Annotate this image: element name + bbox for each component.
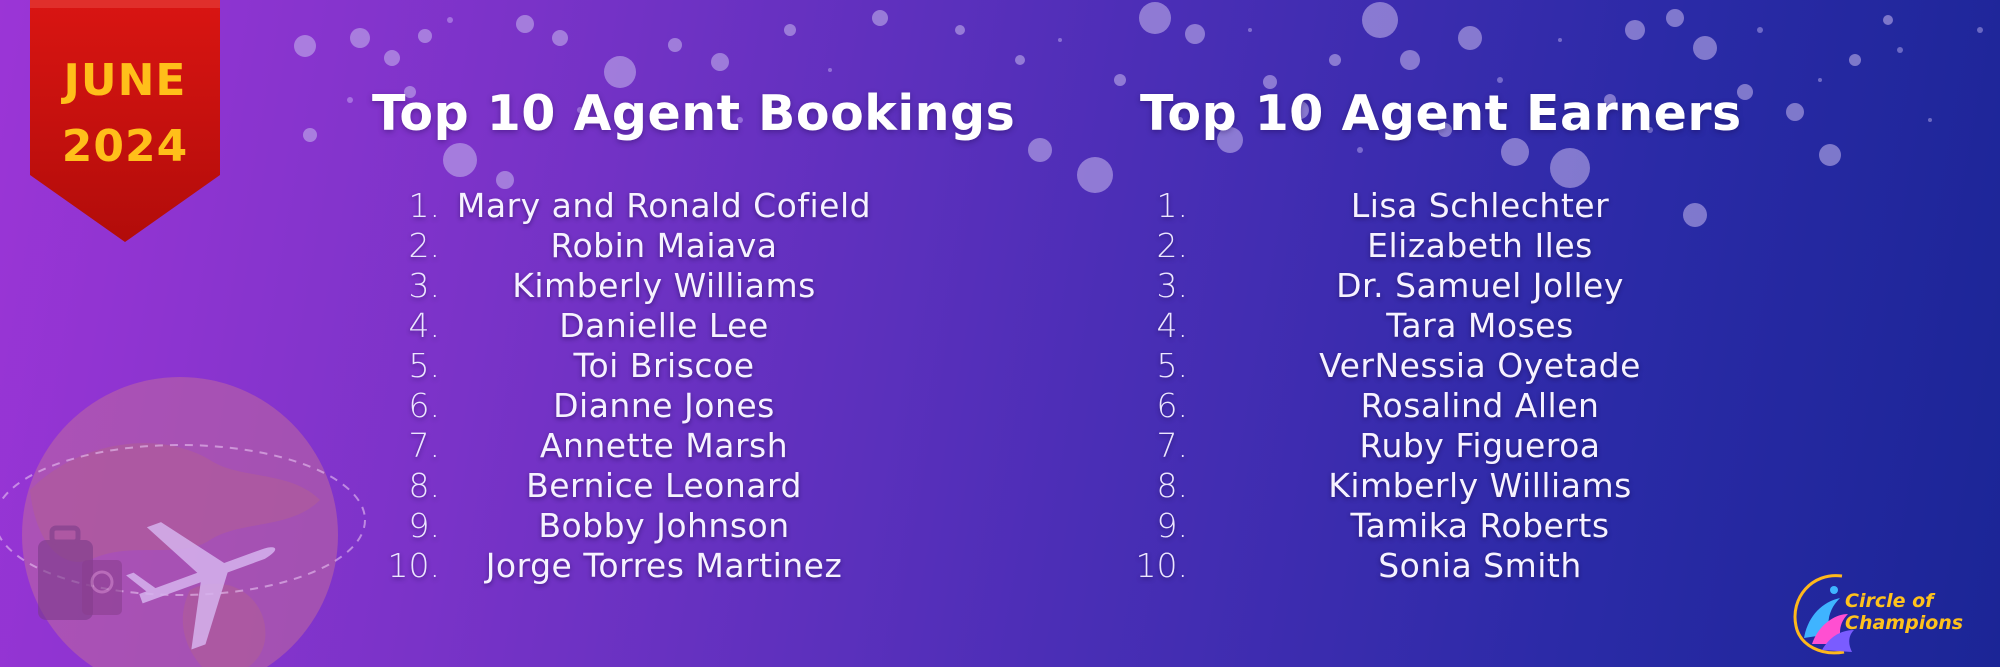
bookings-list: 1. Mary and Ronald Cofield 2. Robin Maiava…	[372, 186, 972, 586]
passport-icon	[82, 560, 122, 615]
agent-name: Tara Moses	[1386, 306, 1574, 345]
rank-number: 6.	[408, 386, 441, 425]
ribbon-date: JUNE 2024	[30, 48, 220, 180]
agent-name: Dianne Jones	[553, 386, 775, 425]
rank-number: 5.	[1156, 346, 1189, 385]
list-item: 6. Dianne Jones	[372, 386, 972, 426]
earners-title: Top 10 Agent Earners	[1140, 85, 1742, 142]
list-item: 2. Robin Maiava	[372, 226, 972, 266]
agent-name: VerNessia Oyetade	[1319, 346, 1641, 385]
bookings-column: Top 10 Agent Bookings 1. Mary and Ronald …	[372, 78, 1016, 586]
agent-name: Bernice Leonard	[526, 466, 802, 505]
logo-line-2: Champions	[1845, 612, 1964, 634]
list-item: 4. Tara Moses	[1140, 306, 1740, 346]
earners-list: 1. Lisa Schlechter 2. Elizabeth Iles 3. Dr.…	[1136, 186, 1740, 586]
ribbon-year: 2024	[61, 121, 189, 172]
agent-name: Dr. Samuel Jolley	[1336, 266, 1624, 305]
bookings-title: Top 10 Agent Bookings	[372, 85, 1016, 142]
rank-number: 6.	[1156, 386, 1189, 425]
list-item: 1. Mary and Ronald Cofield	[372, 186, 972, 226]
rank-number: 5.	[408, 346, 441, 385]
agent-name: Toi Briscoe	[573, 346, 755, 385]
list-item: 6. Rosalind Allen	[1140, 386, 1740, 426]
agent-name: Kimberly Williams	[512, 266, 816, 305]
rank-number: 1.	[1156, 186, 1189, 225]
list-item: 9. Bobby Johnson	[372, 506, 972, 546]
date-ribbon	[30, 0, 220, 242]
list-item: 5. VerNessia Oyetade	[1140, 346, 1740, 386]
ribbon-month: JUNE	[63, 55, 187, 106]
list-item: 7. Annette Marsh	[372, 426, 972, 466]
rank-number: 2.	[408, 226, 441, 265]
earners-column: Top 10 Agent Earners 1. Lisa Schlechter 2…	[1136, 78, 1742, 586]
rank-number: 8.	[1156, 466, 1189, 505]
agent-name: Annette Marsh	[539, 426, 789, 465]
rank-number: 4.	[1156, 306, 1189, 345]
rank-number: 9.	[1156, 506, 1189, 545]
list-item: 8. Kimberly Williams	[1140, 466, 1740, 506]
agent-name: Tamika Roberts	[1350, 506, 1610, 545]
globe-icon	[0, 377, 366, 667]
rank-number: 2.	[1156, 226, 1189, 265]
list-item: 5. Toi Briscoe	[372, 346, 972, 386]
list-item: 10. Jorge Torres Martinez	[372, 546, 972, 586]
airplane-icon	[126, 522, 276, 650]
rank-number: 4.	[408, 306, 441, 345]
list-item: 9. Tamika Roberts	[1140, 506, 1740, 546]
list-item: 8. Bernice Leonard	[372, 466, 972, 506]
list-item: 7. Ruby Figueroa	[1140, 426, 1740, 466]
agent-name: Ruby Figueroa	[1359, 426, 1601, 465]
list-item: 2. Elizabeth Iles	[1140, 226, 1740, 266]
logo-line-1: Circle of	[1845, 590, 1934, 612]
agent-name: Rosalind Allen	[1360, 386, 1600, 425]
brand-logo: Circle of Champions	[1845, 590, 1963, 634]
rank-number: 8.	[408, 466, 441, 505]
list-item: 10. Sonia Smith	[1136, 546, 1740, 586]
agent-name: Elizabeth Iles	[1367, 226, 1593, 265]
luggage-icon	[38, 525, 93, 620]
rank-number: 10.	[387, 546, 440, 585]
agent-name: Danielle Lee	[559, 306, 769, 345]
wave-swirl-icon	[1793, 574, 1854, 655]
agent-name: Kimberly Williams	[1328, 466, 1632, 505]
agent-name: Jorge Torres Martinez	[485, 546, 843, 585]
rank-number: 1.	[408, 186, 441, 225]
rank-number: 9.	[408, 506, 441, 545]
list-item: 3. Dr. Samuel Jolley	[1140, 266, 1740, 306]
list-item: 1. Lisa Schlechter	[1140, 186, 1740, 226]
agent-name: Lisa Schlechter	[1350, 186, 1610, 225]
agent-name: Bobby Johnson	[538, 506, 790, 545]
rank-number: 3.	[1156, 266, 1189, 305]
agent-name: Robin Maiava	[550, 226, 778, 265]
list-item: 4. Danielle Lee	[372, 306, 972, 346]
list-item: 3. Kimberly Williams	[372, 266, 972, 306]
rank-number: 3.	[408, 266, 441, 305]
rank-number: 7.	[408, 426, 441, 465]
agent-name: Mary and Ronald Cofield	[456, 186, 872, 225]
agent-name: Sonia Smith	[1378, 546, 1582, 585]
rank-number: 7.	[1156, 426, 1189, 465]
rank-number: 10.	[1135, 546, 1188, 585]
